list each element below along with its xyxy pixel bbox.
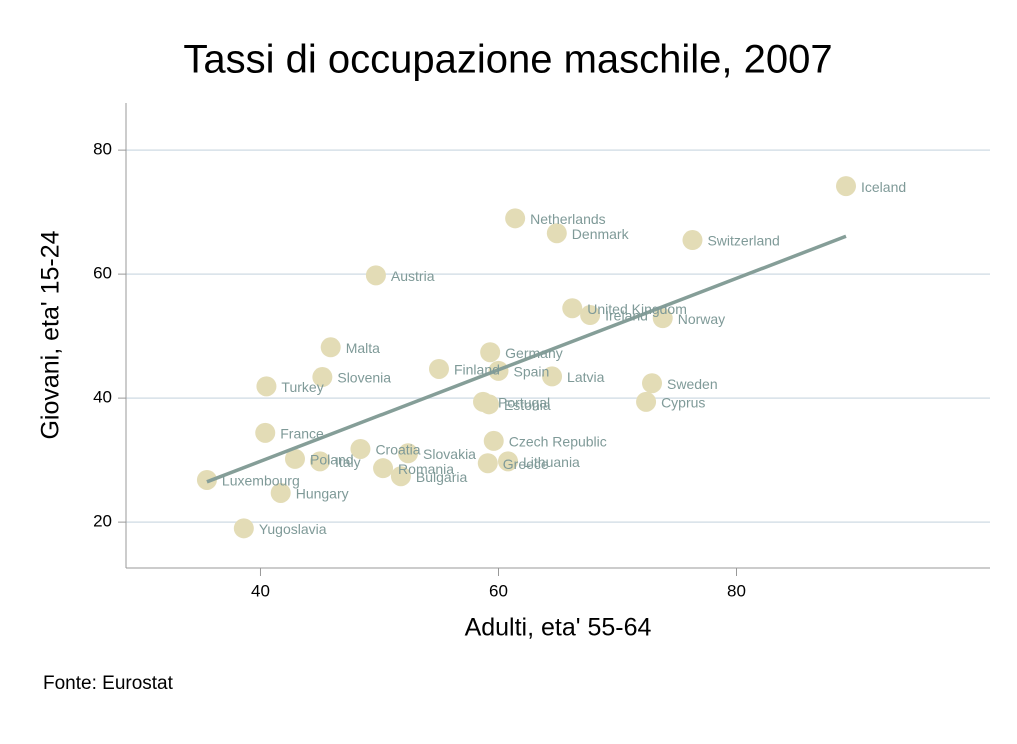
point-label: Sweden (667, 376, 718, 392)
point (398, 443, 419, 464)
x-tick-label: 60 (489, 581, 508, 600)
fit-line (206, 234, 847, 484)
point-label: Ireland (605, 308, 648, 324)
point (255, 422, 276, 443)
point-label: Yugoslavia (259, 521, 327, 537)
point (480, 342, 501, 363)
point-label: Portugal (498, 395, 550, 411)
point (542, 366, 563, 387)
point (312, 367, 333, 388)
y-tick-label: 20 (93, 512, 112, 531)
x-axis-label: Adulti, eta' 55-64 (465, 614, 652, 642)
point-label: Bulgaria (416, 469, 468, 485)
point (477, 453, 498, 474)
point-label: Spain (513, 364, 549, 380)
source-note: Fonte: Eurostat (43, 673, 174, 694)
point (483, 430, 504, 451)
y-tick-label: 40 (93, 388, 112, 407)
point (652, 308, 673, 329)
point-label: Poland (310, 452, 354, 468)
point (320, 337, 341, 358)
point-label: Czech Republic (509, 434, 607, 450)
point (682, 230, 703, 251)
point-label: Norway (678, 311, 725, 327)
point-label: France (280, 426, 324, 442)
point (836, 176, 856, 197)
point-label: Latvia (567, 369, 605, 385)
chart-title: Tassi di occupazione maschile, 2007 (183, 38, 832, 82)
point (390, 466, 411, 487)
point-label: Greece (503, 456, 549, 472)
point-label: Slovenia (337, 370, 391, 386)
x-tick-label: 80 (727, 581, 746, 600)
point (270, 482, 291, 503)
point-label: Luxembourg (222, 473, 300, 489)
y-tick-label: 60 (93, 264, 112, 283)
point (309, 451, 330, 472)
point-label: Turkey (281, 379, 323, 395)
point-label: Germany (505, 345, 563, 361)
point-label: Lithuania (523, 454, 580, 470)
point-label: Denmark (572, 226, 630, 242)
point (284, 448, 305, 469)
point-label: Malta (346, 340, 380, 356)
y-axis-label: Giovani, eta' 15-24 (37, 230, 65, 439)
x-tick-label: 40 (251, 581, 270, 600)
point (546, 223, 567, 244)
point-label: Austria (391, 268, 435, 284)
point-label: Netherlands (530, 211, 606, 227)
point (233, 518, 254, 539)
point (365, 265, 386, 286)
point (636, 391, 657, 412)
point-label: Italy (335, 454, 361, 470)
point-label: Hungary (296, 486, 349, 502)
point (580, 305, 601, 326)
point-label: Croatia (375, 442, 420, 458)
point (478, 394, 499, 415)
point (350, 438, 371, 459)
point (505, 208, 526, 229)
point (428, 358, 449, 379)
point (498, 451, 519, 472)
point-label: Iceland (861, 179, 906, 195)
point-label: United Kingdom (587, 301, 687, 317)
point-label: Finland (454, 362, 500, 378)
point-label: Estonia (504, 397, 551, 413)
point-label: Slovakia (423, 446, 476, 462)
point (642, 373, 663, 394)
point-label: Cyprus (661, 395, 705, 411)
point (562, 298, 583, 319)
point-label: Switzerland (707, 233, 779, 249)
point (373, 458, 394, 479)
point (256, 376, 277, 397)
y-tick-label: 80 (93, 140, 112, 159)
point-label: Romania (398, 461, 454, 477)
